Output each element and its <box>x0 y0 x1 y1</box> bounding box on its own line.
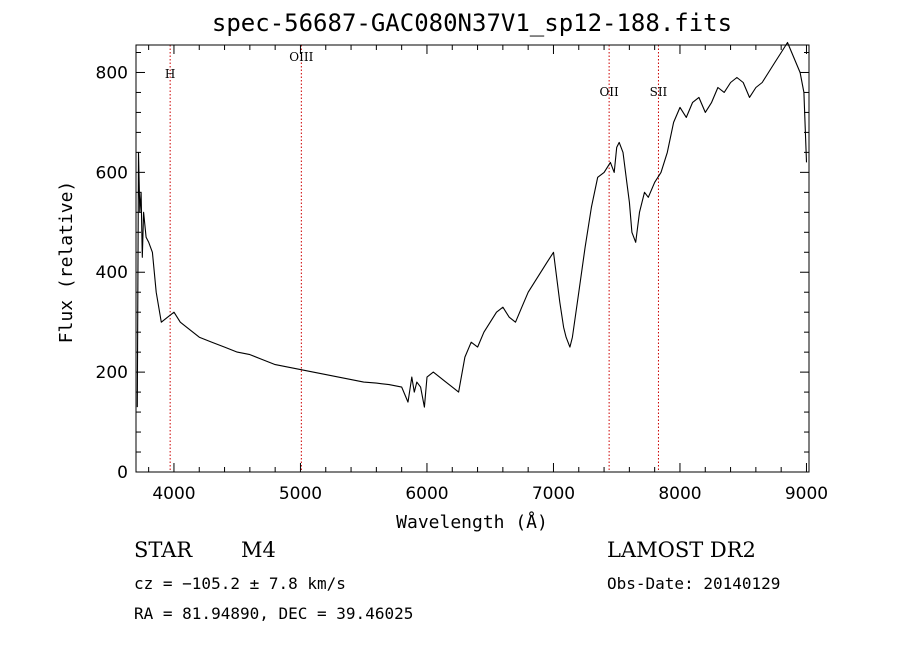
y-tick-label: 400 <box>96 263 128 283</box>
x-tick-label: 6000 <box>405 484 448 504</box>
spectral-line-label: H <box>165 67 175 81</box>
y-tick-label: 200 <box>96 363 128 383</box>
survey-name: LAMOST DR2 <box>607 538 756 562</box>
y-axis-label: Flux (relative) <box>56 181 77 344</box>
x-axis-ticks: 4000 5000 6000 7000 8000 9000 <box>148 45 828 504</box>
spectral-line-label: OII <box>599 85 619 99</box>
spectral-lines: H OIII OII SII <box>165 45 668 472</box>
x-tick-label: 8000 <box>658 484 701 504</box>
observation-date: Obs-Date: 20140129 <box>607 574 780 593</box>
spectral-line-label: OIII <box>289 50 313 64</box>
x-tick-label: 7000 <box>532 484 575 504</box>
y-tick-label: 800 <box>96 63 128 83</box>
y-tick-label: 0 <box>117 463 128 483</box>
chart-title: spec-56687-GAC080N37V1_sp12-188.fits <box>212 9 732 37</box>
spectrum-series <box>136 41 808 408</box>
object-subclass: M4 <box>241 538 276 562</box>
x-tick-label: 4000 <box>152 484 195 504</box>
spectrum-line <box>136 41 808 408</box>
object-class: STAR <box>134 538 193 562</box>
redshift-text: cz = −105.2 ± 7.8 km/s <box>134 574 346 593</box>
x-tick-label: 9000 <box>785 484 828 504</box>
y-tick-label: 600 <box>96 163 128 183</box>
x-tick-label: 5000 <box>279 484 322 504</box>
coordinates-text: RA = 81.94890, DEC = 39.46025 <box>134 604 413 623</box>
spectral-line-label: SII <box>650 85 668 99</box>
x-axis-label: Wavelength (Å) <box>396 511 548 533</box>
y-axis-ticks: 0 200 400 600 800 <box>96 51 809 483</box>
plot-frame <box>135 44 810 473</box>
